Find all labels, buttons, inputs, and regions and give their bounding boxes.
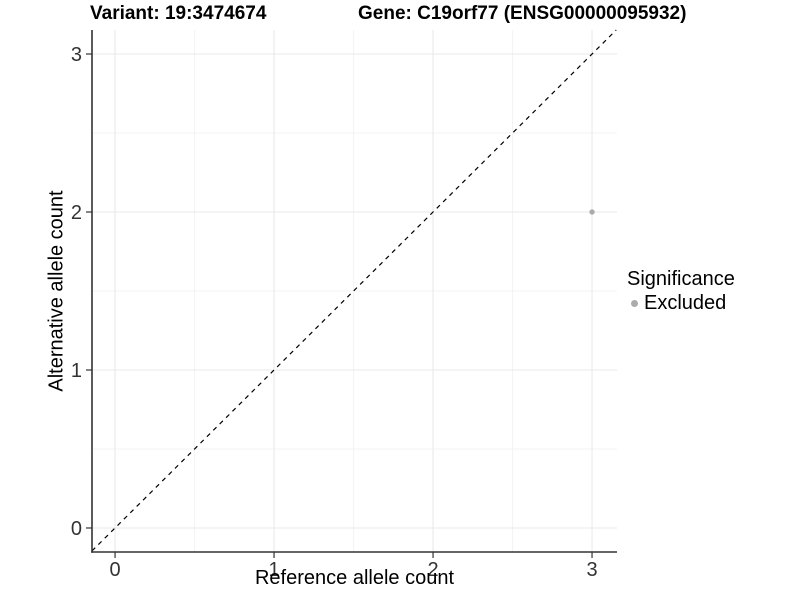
data-point xyxy=(589,209,595,215)
y-tick-label: 2 xyxy=(71,202,82,224)
legend-entry-label: Excluded xyxy=(644,292,727,314)
legend: Significance Excluded xyxy=(627,268,735,315)
y-tick-label: 3 xyxy=(71,44,82,66)
legend-entry-excluded: Excluded xyxy=(631,292,735,315)
x-tick-label: 0 xyxy=(109,559,120,581)
variant-title: Variant: 19:3474674 xyxy=(90,3,267,24)
x-tick-label: 1 xyxy=(268,559,279,581)
gene-title: Gene: C19orf77 (ENSG00000095932) xyxy=(358,3,687,24)
excluded-point-swatch-icon xyxy=(631,300,638,307)
x-tick-label: 2 xyxy=(427,559,438,581)
y-tick-label: 1 xyxy=(71,360,82,382)
y-tick-label: 0 xyxy=(71,518,82,540)
x-axis-title: Reference allele count xyxy=(254,567,454,589)
x-tick-label: 3 xyxy=(586,559,597,581)
y-axis-title: Alternative allele count xyxy=(45,190,68,392)
legend-title: Significance xyxy=(627,268,735,290)
identity-reference-line xyxy=(91,29,617,552)
